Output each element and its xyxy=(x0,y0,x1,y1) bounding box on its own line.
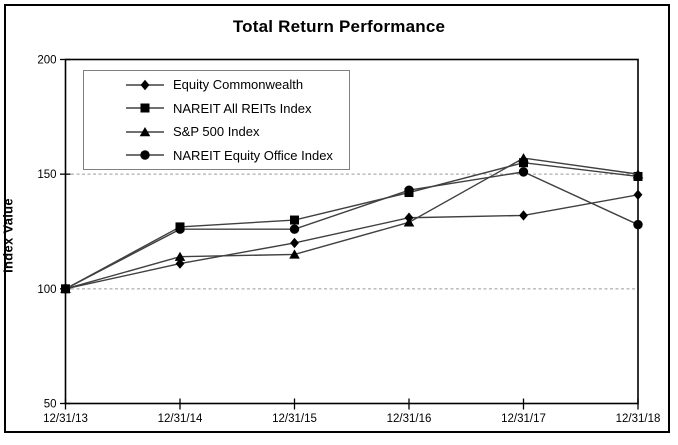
circle-marker xyxy=(633,219,643,230)
diamond-marker xyxy=(175,258,185,269)
series-line xyxy=(65,161,639,290)
circle-marker xyxy=(175,224,185,234)
legend-item-sp500: S&P 500 Index xyxy=(84,125,349,138)
triangle-icon xyxy=(126,126,164,136)
triangle-marker xyxy=(518,153,529,163)
legend-item-nareit-equity-office: NAREIT Equity Office Index xyxy=(84,149,349,162)
series-diamond xyxy=(61,189,643,295)
x-tick-label: 12/31/16 xyxy=(387,413,432,425)
legend-label: Equity Commonwealth xyxy=(173,77,304,93)
y-tick-label: 150 xyxy=(37,169,56,181)
x-tick-label: 12/31/18 xyxy=(616,413,661,425)
square-marker xyxy=(290,215,299,225)
triangle-marker xyxy=(174,251,186,261)
x-tick-label: 12/31/13 xyxy=(43,413,88,425)
y-tick-label: 200 xyxy=(37,55,56,67)
triangle-marker xyxy=(139,126,151,136)
legend-item-nareit-all-reits: NAREIT All REITs Index xyxy=(84,102,349,115)
diamond-marker xyxy=(290,237,299,249)
diamond-marker xyxy=(519,210,528,221)
series-circle xyxy=(60,167,643,294)
legend-label: NAREIT All REITs Index xyxy=(173,100,312,116)
square-marker xyxy=(140,103,150,113)
triangle-marker xyxy=(632,169,644,179)
legend-label: NAREIT Equity Office Index xyxy=(173,147,333,163)
legend: Equity Commonwealth NAREIT All REITs Ind… xyxy=(83,70,350,170)
triangle-marker xyxy=(289,249,300,259)
plot-border xyxy=(64,58,639,405)
series-line xyxy=(65,171,639,290)
series-square xyxy=(61,158,643,294)
legend-item-equity-commonwealth: Equity Commonwealth xyxy=(84,78,349,91)
x-tick-label: 12/31/17 xyxy=(501,413,546,425)
legend-label: S&P 500 Index xyxy=(173,124,260,140)
circle-marker xyxy=(289,224,300,234)
y-tick-label: 50 xyxy=(44,399,57,411)
square-icon xyxy=(126,103,164,113)
x-tick-label: 12/31/15 xyxy=(272,413,317,425)
diamond-marker xyxy=(633,189,643,201)
triangle-marker xyxy=(403,217,415,227)
x-tick-label: 12/31/14 xyxy=(158,413,203,425)
diamond-marker xyxy=(140,79,150,90)
circle-icon xyxy=(126,150,164,160)
series-line xyxy=(65,157,639,290)
circle-marker xyxy=(518,167,529,177)
circle-marker xyxy=(60,284,71,294)
circle-marker xyxy=(404,185,414,195)
square-marker xyxy=(519,158,528,168)
circle-marker xyxy=(140,150,150,160)
diamond-icon xyxy=(126,79,164,90)
y-tick-label: 100 xyxy=(37,284,56,296)
series-line xyxy=(65,194,639,290)
chart-title: Total Return Performance xyxy=(232,17,446,36)
